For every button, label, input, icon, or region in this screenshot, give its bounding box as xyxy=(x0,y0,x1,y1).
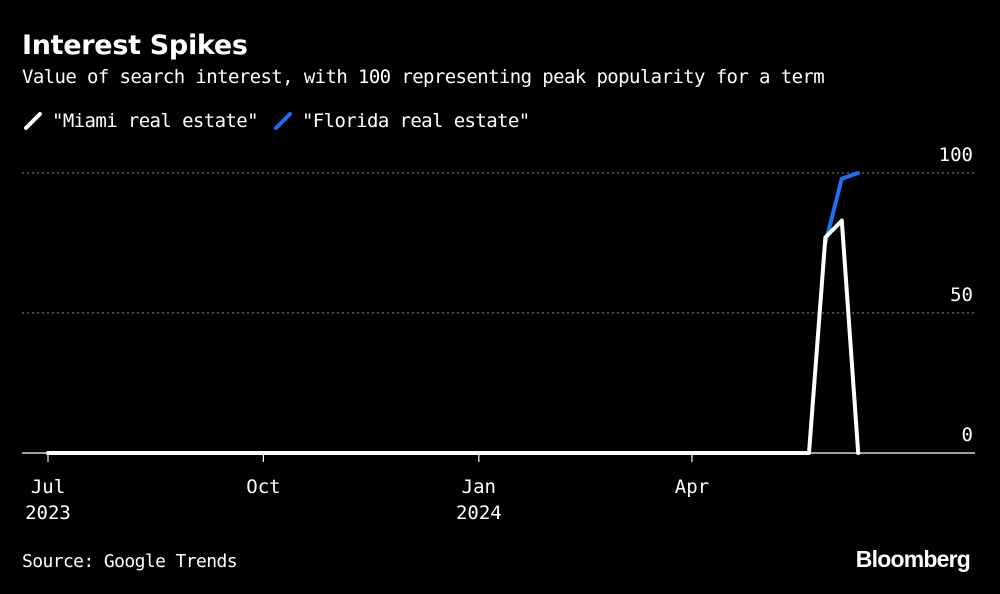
y-tick-label-0: 0 xyxy=(962,424,973,446)
legend-item-miami: "Miami real estate" xyxy=(22,110,259,132)
series-line-1 xyxy=(46,218,861,455)
chart-subtitle: Value of search interest, with 100 repre… xyxy=(22,66,825,88)
series-line-0 xyxy=(823,171,861,245)
legend-label-florida: "Florida real estate" xyxy=(301,110,530,132)
x-tick-label-3: Apr xyxy=(675,476,709,498)
legend: "Miami real estate" "Florida real estate… xyxy=(22,110,530,132)
legend-swatch-florida xyxy=(273,112,292,130)
chart-title: Interest Spikes xyxy=(22,30,248,61)
y-tick-label-50: 50 xyxy=(950,284,973,306)
legend-label-miami: "Miami real estate" xyxy=(52,110,259,132)
source-note: Source: Google Trends xyxy=(22,551,238,572)
x-tick-year-0: 2023 xyxy=(25,502,71,524)
x-tick-label-2: Jan xyxy=(462,476,496,498)
bloomberg-logo: Bloomberg xyxy=(855,546,971,572)
legend-item-florida: "Florida real estate" xyxy=(272,110,530,132)
x-tick-year-2: 2024 xyxy=(456,502,502,524)
x-tick-label-0: Jul xyxy=(31,476,65,498)
legend-swatch-miami xyxy=(24,112,42,130)
y-tick-label-100: 100 xyxy=(939,144,973,166)
x-tick-label-1: Oct xyxy=(246,476,280,498)
